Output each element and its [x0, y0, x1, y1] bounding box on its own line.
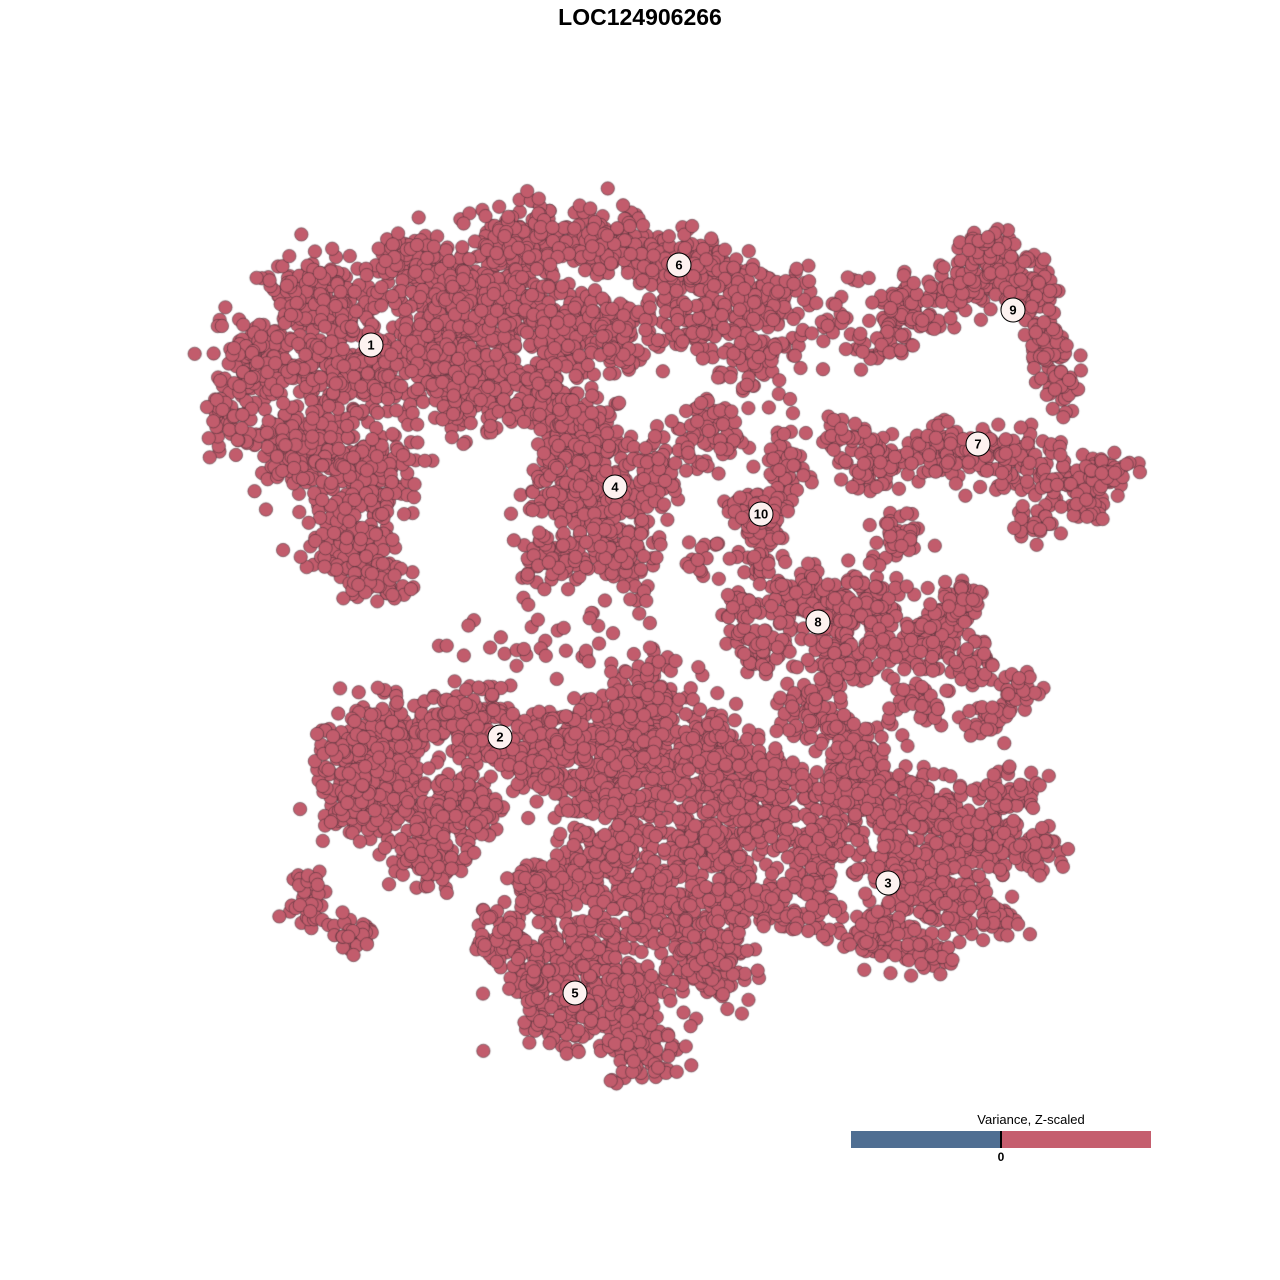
- legend-title: Variance, Z-scaled: [977, 1112, 1085, 1127]
- colorbar-zero-tick-icon: [1000, 1131, 1002, 1148]
- colorbar-zero-label: 0: [997, 1150, 1005, 1164]
- colorbar-negative-segment: [851, 1131, 1001, 1148]
- colorbar-positive-segment: [1001, 1131, 1151, 1148]
- colorbar-legend: Variance, Z-scaled 0: [851, 1112, 1151, 1164]
- colorbar: [851, 1131, 1151, 1148]
